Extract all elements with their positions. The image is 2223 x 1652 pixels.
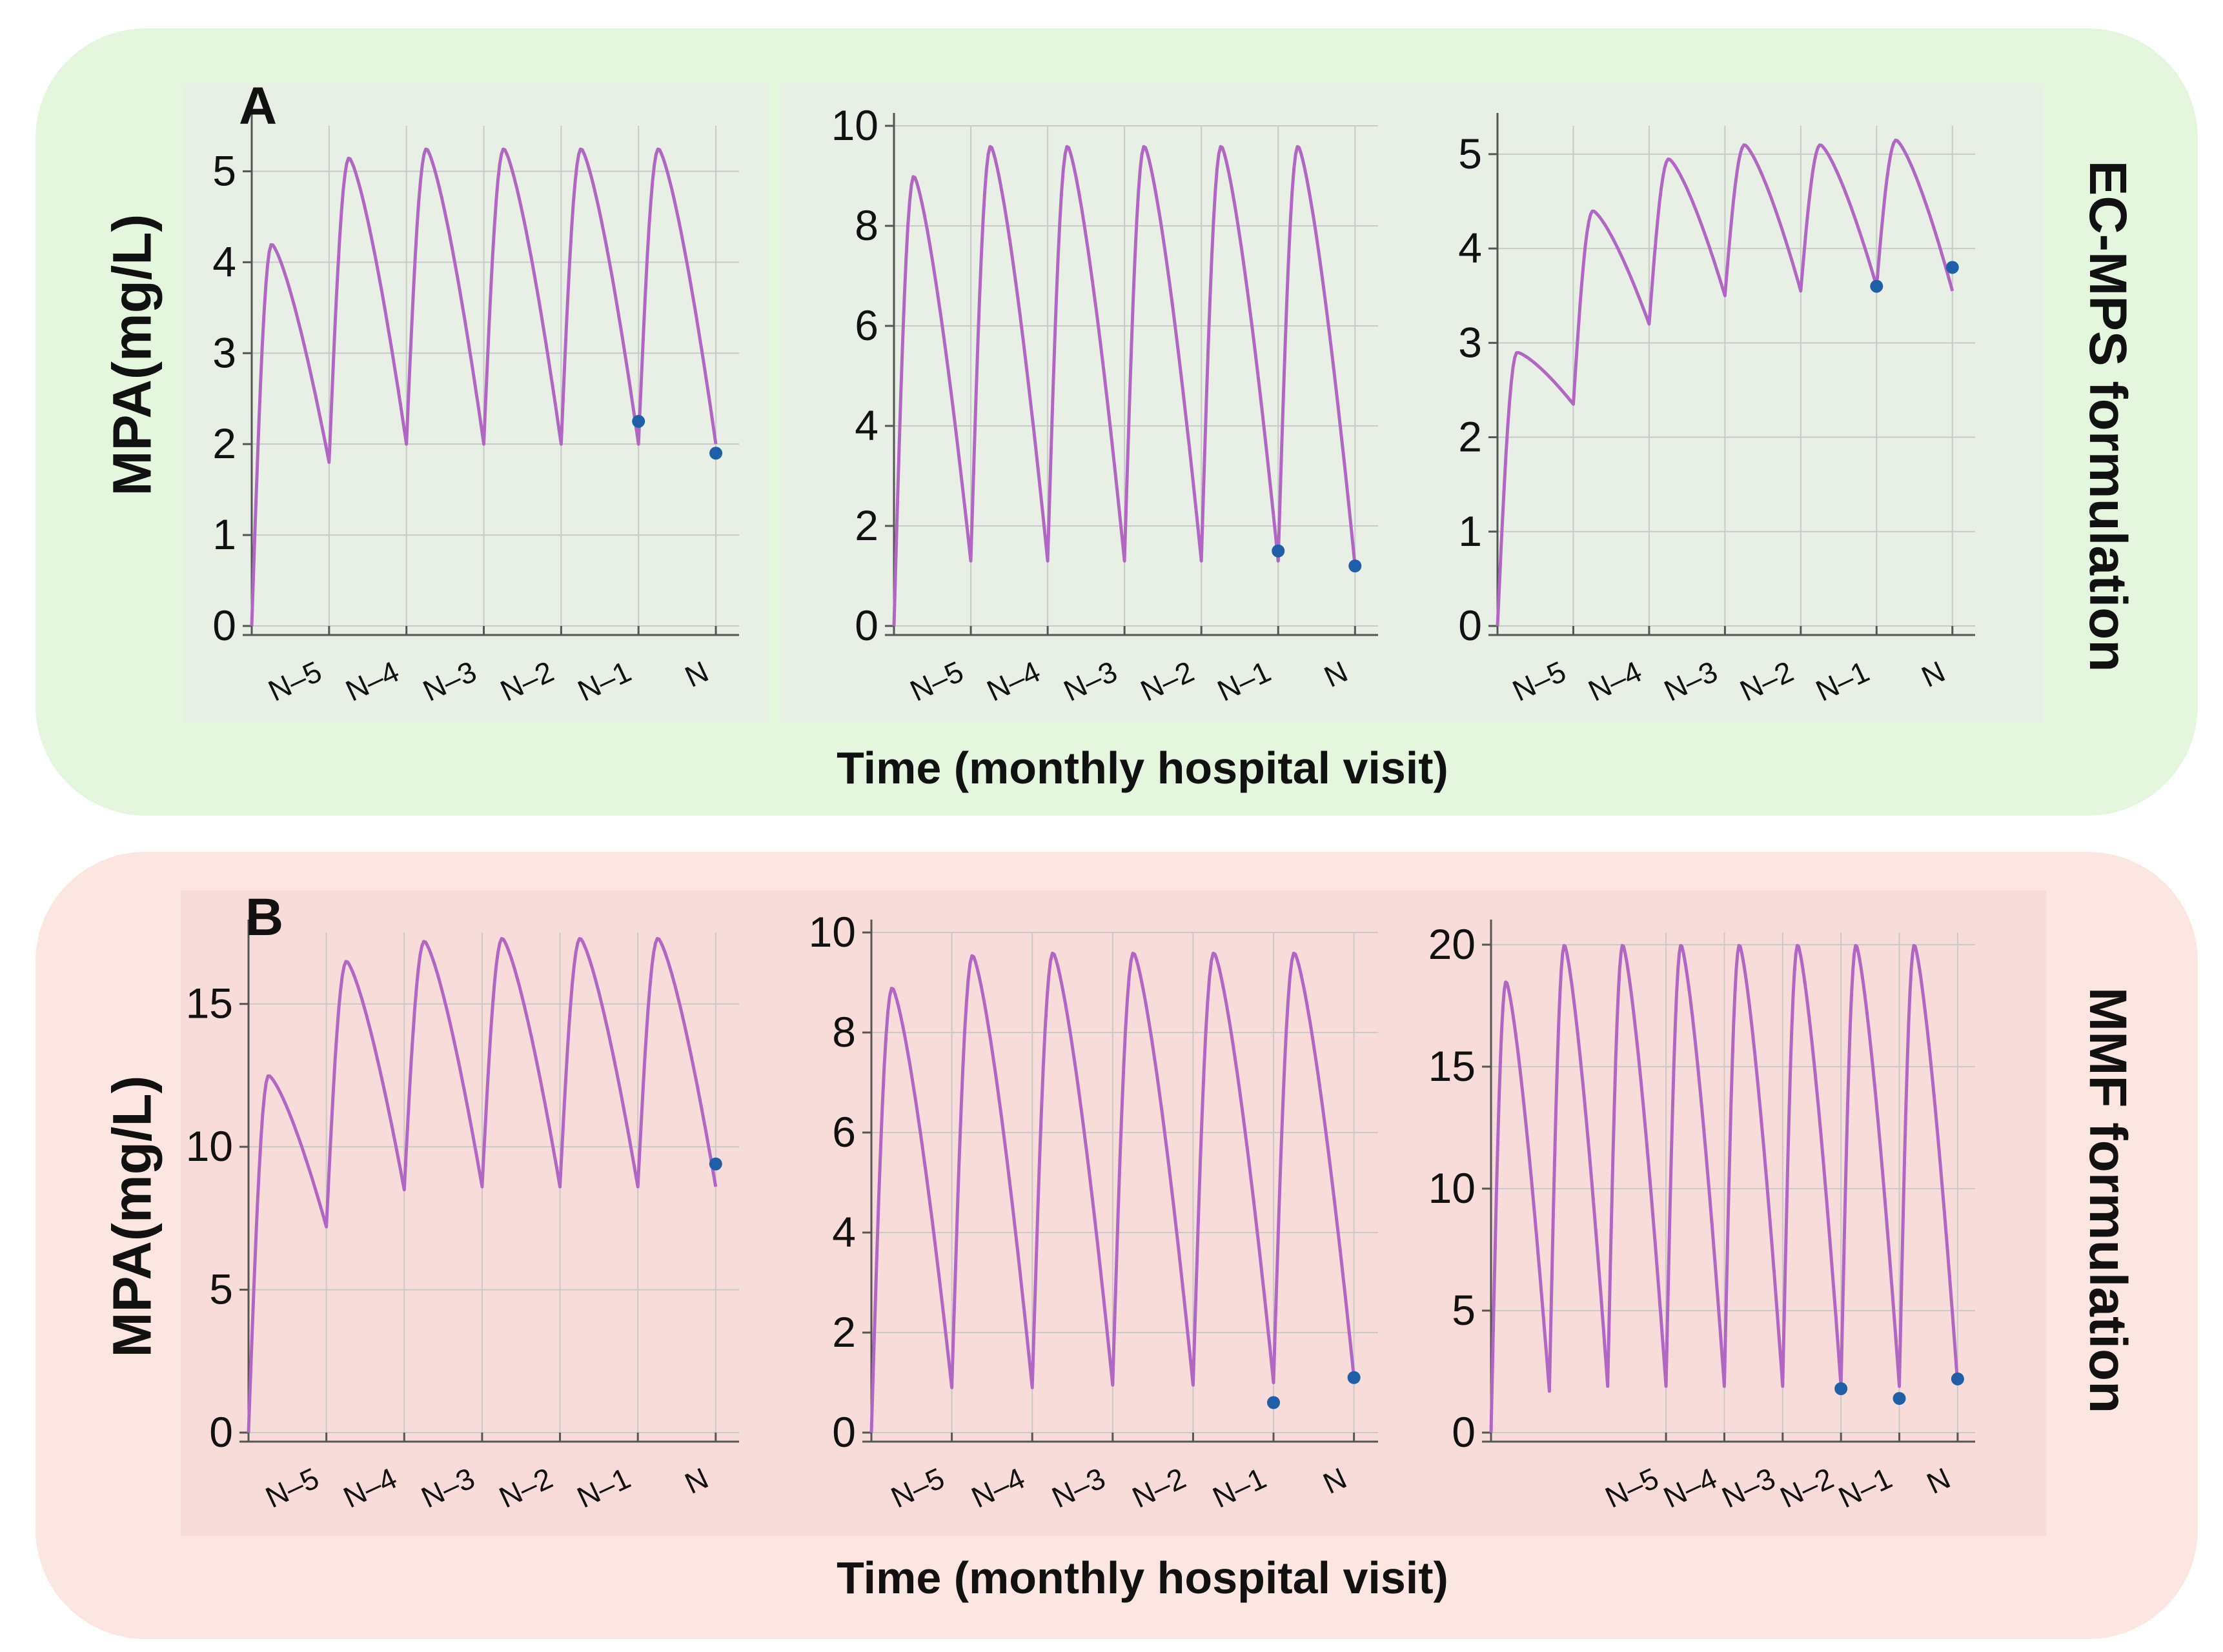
panel-b-side-title: MMF formulation	[2078, 987, 2137, 1414]
y-tick-label: 5	[1452, 1286, 1476, 1334]
y-tick-label: 4	[855, 401, 878, 449]
y-tick-label: 3	[212, 328, 236, 376]
predicted-mpa-curve	[1489, 943, 1960, 1433]
y-tick-label: 10	[831, 101, 878, 149]
y-tick-label: 8	[832, 1008, 856, 1056]
plot-background	[1404, 84, 2043, 723]
y-tick-label: 10	[1428, 1164, 1476, 1212]
predicted-mpa-curve	[869, 951, 1356, 1433]
y-tick-label: 10	[186, 1122, 233, 1170]
y-tick-label: 0	[832, 1408, 856, 1456]
observed-point	[1347, 1371, 1361, 1384]
y-tick-label: 2	[832, 1308, 856, 1356]
panel-b-x-axis-title: Time (monthly hospital visit)	[837, 1553, 1448, 1603]
panel-a-x-axis-title: Time (monthly hospital visit)	[837, 743, 1448, 793]
observed-point	[1272, 544, 1285, 558]
observed-point	[1348, 559, 1362, 572]
y-tick-label: 10	[809, 908, 856, 956]
y-tick-label: 5	[1458, 130, 1482, 177]
y-tick-label: 4	[212, 237, 236, 285]
y-tick-label: 0	[855, 601, 878, 649]
y-tick-label: 2	[855, 501, 878, 549]
observed-point	[1945, 261, 1959, 274]
panel-a-y-axis-title: MPA(mg/L)	[101, 214, 163, 496]
y-tick-label: 5	[212, 146, 236, 194]
panel-a-side-title: EC-MPS formulation	[2078, 160, 2137, 672]
plot-background	[181, 891, 762, 1536]
y-tick-label: 4	[832, 1208, 856, 1256]
plot-background	[184, 84, 768, 723]
predicted-mpa-curve	[247, 937, 718, 1433]
y-tick-label: 8	[855, 201, 878, 249]
plot-background	[762, 891, 1414, 1536]
y-tick-label: 0	[209, 1408, 233, 1456]
y-tick-label: 3	[1458, 318, 1482, 366]
y-tick-label: 0	[1452, 1408, 1476, 1456]
y-tick-label: 1	[1458, 507, 1482, 555]
observed-point	[1267, 1396, 1281, 1409]
y-tick-label: 0	[1458, 601, 1482, 649]
panel-b-letter: B	[245, 888, 284, 947]
observed-point	[1893, 1392, 1906, 1405]
y-tick-label: 4	[1458, 224, 1482, 272]
observed-point	[709, 1157, 722, 1171]
y-tick-label: 2	[1458, 413, 1482, 461]
y-tick-label: 6	[832, 1108, 856, 1156]
panel-b-y-axis-title: MPA(mg/L)	[101, 1075, 163, 1358]
observed-point	[632, 414, 645, 428]
y-tick-label: 15	[1428, 1042, 1476, 1090]
observed-point	[1870, 279, 1883, 293]
predicted-mpa-curve	[892, 145, 1357, 627]
panel-a-letter: A	[239, 77, 278, 136]
y-tick-label: 5	[209, 1265, 233, 1313]
y-tick-label: 2	[212, 419, 236, 467]
y-tick-label: 1	[212, 510, 236, 558]
predicted-mpa-curve	[250, 147, 718, 627]
observed-point	[1834, 1382, 1848, 1395]
observed-point	[709, 447, 723, 460]
y-tick-label: 20	[1428, 920, 1476, 968]
plot-background	[781, 84, 1420, 723]
y-tick-label: 15	[186, 980, 233, 1027]
y-tick-label: 6	[855, 301, 878, 349]
observed-point	[1951, 1372, 1964, 1385]
y-tick-label: 0	[212, 601, 236, 649]
